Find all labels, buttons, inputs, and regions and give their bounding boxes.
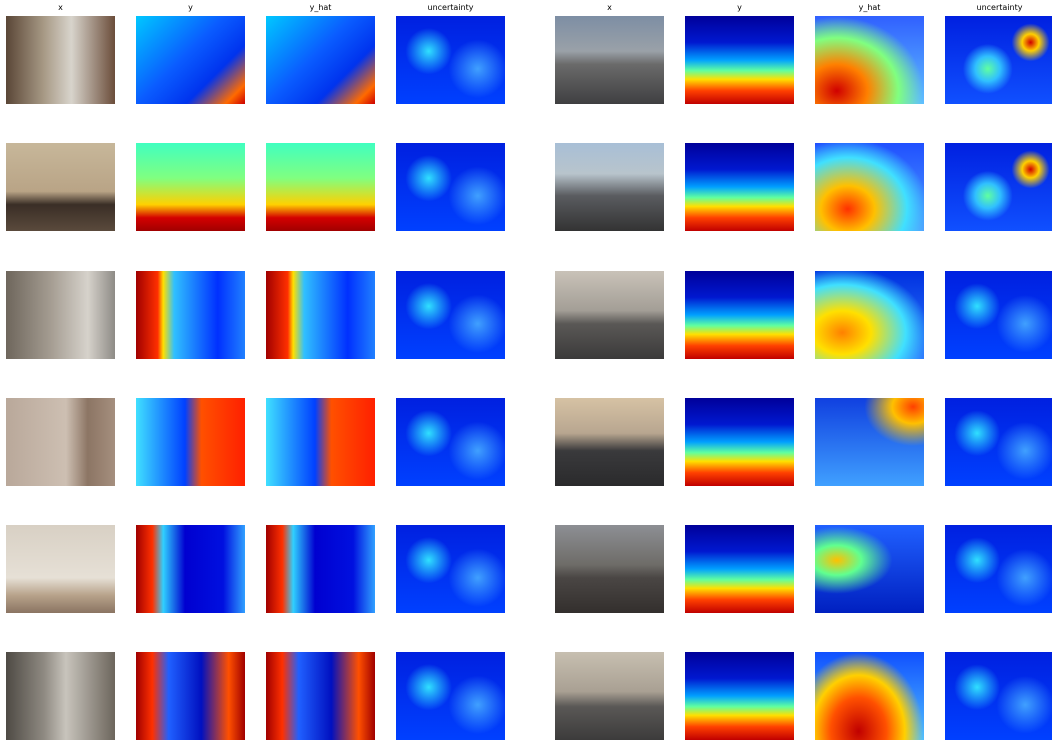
image-tile bbox=[945, 271, 1052, 359]
image-tile bbox=[685, 16, 794, 104]
image-tile bbox=[555, 271, 664, 359]
image-tile bbox=[136, 398, 245, 486]
image-tile bbox=[945, 525, 1052, 613]
image-tile bbox=[396, 652, 505, 740]
image-tile bbox=[6, 143, 115, 231]
image-tile bbox=[266, 271, 375, 359]
image-tile bbox=[266, 525, 375, 613]
image-tile bbox=[685, 143, 794, 231]
image-tile bbox=[815, 143, 924, 231]
image-tile bbox=[815, 398, 924, 486]
image-tile bbox=[266, 398, 375, 486]
column-header: x bbox=[58, 3, 63, 12]
image-tile bbox=[555, 398, 664, 486]
image-tile bbox=[945, 652, 1052, 740]
image-tile bbox=[6, 271, 115, 359]
column-header: y bbox=[737, 3, 742, 12]
column-header: y bbox=[188, 3, 193, 12]
column-header: y_hat bbox=[309, 3, 332, 12]
image-tile bbox=[685, 398, 794, 486]
image-tile bbox=[266, 16, 375, 104]
image-tile bbox=[555, 652, 664, 740]
column-header: x bbox=[607, 3, 612, 12]
image-tile bbox=[396, 143, 505, 231]
image-tile bbox=[555, 143, 664, 231]
image-tile bbox=[945, 398, 1052, 486]
image-tile bbox=[396, 525, 505, 613]
image-tile bbox=[136, 16, 245, 104]
image-tile bbox=[685, 652, 794, 740]
image-tile bbox=[945, 143, 1052, 231]
image-tile bbox=[396, 16, 505, 104]
image-tile bbox=[815, 525, 924, 613]
image-tile bbox=[6, 398, 115, 486]
image-tile bbox=[6, 652, 115, 740]
column-header: uncertainty bbox=[427, 3, 474, 12]
image-tile bbox=[396, 271, 505, 359]
image-tile bbox=[685, 525, 794, 613]
image-tile bbox=[815, 652, 924, 740]
image-tile bbox=[266, 652, 375, 740]
image-tile bbox=[136, 652, 245, 740]
image-tile bbox=[815, 271, 924, 359]
image-tile bbox=[685, 271, 794, 359]
image-tile bbox=[555, 16, 664, 104]
image-tile bbox=[6, 525, 115, 613]
image-tile bbox=[136, 271, 245, 359]
image-tile bbox=[136, 143, 245, 231]
image-tile bbox=[945, 16, 1052, 104]
image-tile bbox=[396, 398, 505, 486]
image-tile bbox=[815, 16, 924, 104]
column-header: y_hat bbox=[858, 3, 881, 12]
column-header: uncertainty bbox=[976, 3, 1023, 12]
image-tile bbox=[555, 525, 664, 613]
image-tile bbox=[266, 143, 375, 231]
image-tile bbox=[6, 16, 115, 104]
image-tile bbox=[136, 525, 245, 613]
